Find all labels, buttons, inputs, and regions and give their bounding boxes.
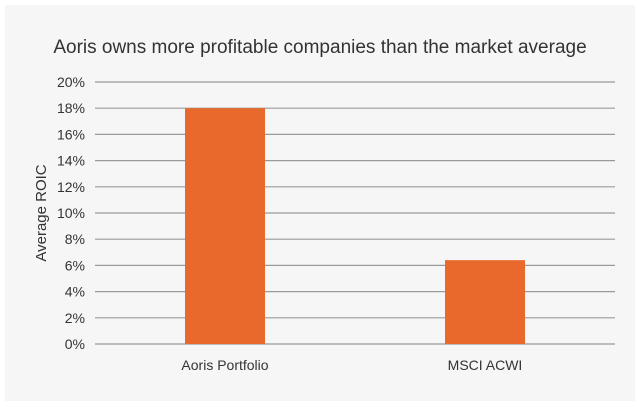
x-tick-labels: Aoris Portfolio MSCI ACWI: [181, 357, 522, 373]
bar: [445, 260, 525, 344]
y-axis-label: Average ROIC: [33, 164, 50, 261]
x-tick-label: MSCI ACWI: [448, 357, 523, 373]
y-tick-label: 8%: [65, 231, 85, 247]
y-tick-label: 4%: [65, 284, 85, 300]
y-tick-label: 10%: [57, 205, 85, 221]
chart-title: Aoris owns more profitable companies tha…: [53, 37, 586, 58]
y-tick-label: 12%: [57, 179, 85, 195]
bars: [185, 108, 525, 344]
y-tick-label: 20%: [57, 74, 85, 90]
x-tick-label: Aoris Portfolio: [181, 357, 268, 373]
y-tick-label: 2%: [65, 310, 85, 326]
y-tick-labels: 0% 2% 4% 6% 8% 10% 12% 14% 16% 18% 20%: [57, 74, 85, 352]
chart-panel: [5, 5, 635, 401]
y-tick-label: 6%: [65, 257, 85, 273]
y-tick-label: 0%: [65, 336, 85, 352]
y-tick-label: 18%: [57, 100, 85, 116]
bar: [185, 108, 265, 344]
y-tick-label: 14%: [57, 153, 85, 169]
gridlines: [95, 81, 615, 345]
y-tick-label: 16%: [57, 126, 85, 142]
